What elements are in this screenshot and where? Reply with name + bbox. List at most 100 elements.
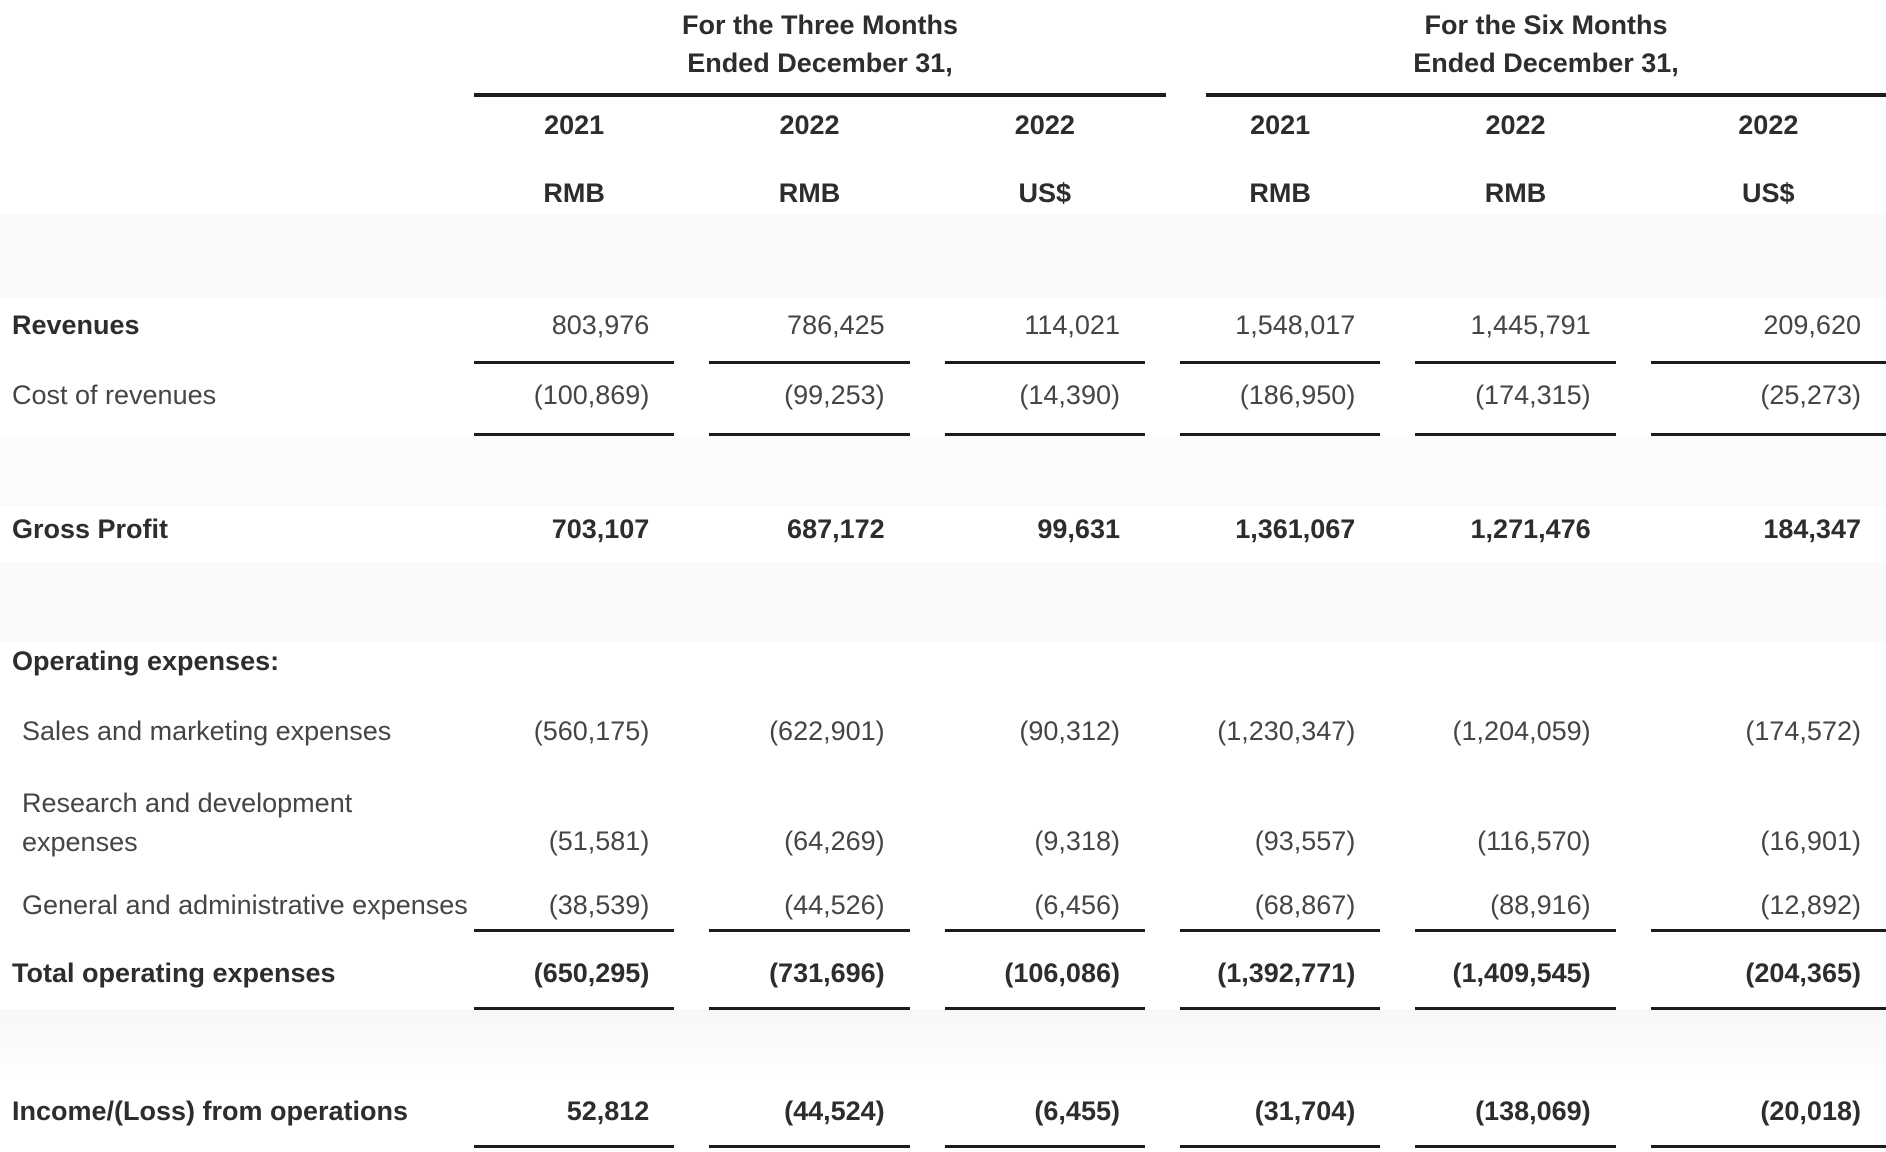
cell-value: 52,812 — [474, 1082, 709, 1148]
row-spacer — [0, 1010, 1886, 1082]
cell-value: (1,230,347) — [1217, 716, 1356, 746]
currency-header: RMB — [1484, 178, 1547, 208]
currency-header: RMB — [778, 178, 841, 208]
cell-value: (100,869) — [474, 364, 709, 436]
row-label: Total operating expenses — [12, 958, 336, 988]
currency-header: US$ — [1742, 178, 1795, 208]
cell-value: 803,976 — [474, 298, 709, 364]
cell-value: (186,950) — [1179, 364, 1415, 436]
row-label: Revenues — [12, 310, 140, 340]
cell-value: (12,892) — [1650, 868, 1886, 932]
table-row-sales-marketing: Sales and marketing expenses (560,175) (… — [0, 694, 1886, 758]
cell-value: 99,631 — [1037, 514, 1120, 544]
label-column-spacer — [0, 178, 474, 214]
currency-header: RMB — [1249, 178, 1311, 208]
table-row-total-operating-expenses: Total operating expenses (650,295) (731,… — [0, 932, 1886, 1010]
cell-empty — [945, 642, 1180, 694]
year-header: 2022 — [1738, 110, 1799, 140]
cell-value: (1,392,771) — [1179, 932, 1415, 1010]
cell-value: (93,557) — [1254, 826, 1356, 856]
cell-value: (44,526) — [709, 868, 944, 932]
cell-value: (31,704) — [1179, 1082, 1415, 1148]
cell-value: (138,069) — [1415, 1082, 1650, 1148]
cell-value: (16,901) — [1760, 826, 1861, 856]
table-row-general-administrative: General and administrative expenses (38,… — [0, 868, 1886, 932]
cell-value: (6,456) — [944, 868, 1180, 932]
cell-value: (51,581) — [548, 826, 650, 856]
cell-value: (99,253) — [709, 364, 944, 436]
row-spacer — [0, 436, 1886, 506]
row-spacer — [0, 562, 1886, 642]
cell-empty — [1415, 642, 1650, 694]
row-label-line2: expenses — [22, 827, 138, 857]
cell-value: (1,204,059) — [1452, 716, 1591, 746]
year-header: 2022 — [1014, 110, 1075, 140]
table-row-revenues: Revenues 803,976 786,425 114,021 1,548,0… — [0, 298, 1886, 364]
cell-value: (20,018) — [1650, 1082, 1886, 1148]
label-column-spacer — [0, 0, 474, 97]
currency-header: US$ — [1018, 178, 1072, 208]
cell-value: 703,107 — [551, 514, 650, 544]
cell-empty — [1651, 642, 1886, 694]
cell-value: 786,425 — [709, 298, 944, 364]
cell-value: (731,696) — [709, 932, 944, 1010]
table-row-cost-of-revenues: Cost of revenues (100,869) (99,253) (14,… — [0, 364, 1886, 436]
table-row-operating-expenses-header: Operating expenses: — [0, 642, 1886, 694]
cell-value: 1,361,067 — [1235, 514, 1356, 544]
row-spacer — [0, 214, 1886, 298]
cell-value: (6,455) — [944, 1082, 1180, 1148]
cell-value: (560,175) — [533, 716, 650, 746]
cell-value: 687,172 — [787, 514, 885, 544]
col-group-title-line1: For the Three Months — [682, 10, 958, 40]
col-group-title-line1: For the Six Months — [1424, 10, 1668, 40]
col-group-title-line2: Ended December 31, — [1413, 48, 1679, 78]
year-header: 2021 — [544, 110, 605, 140]
cell-value: (9,318) — [1034, 826, 1120, 856]
cell-value: (204,365) — [1650, 932, 1886, 1010]
table-row-gross-profit: Gross Profit 703,107 687,172 99,631 1,36… — [0, 506, 1886, 562]
cell-value: 184,347 — [1763, 514, 1861, 544]
row-label: Gross Profit — [12, 514, 169, 544]
col-group-title-line2: Ended December 31, — [687, 48, 953, 78]
cell-value: (25,273) — [1650, 364, 1886, 436]
cell-empty — [474, 642, 709, 694]
cell-value: (174,315) — [1415, 364, 1650, 436]
year-header: 2022 — [779, 110, 840, 140]
cell-value: (68,867) — [1179, 868, 1415, 932]
row-label: Cost of revenues — [12, 380, 217, 410]
cell-value: (116,570) — [1477, 826, 1591, 856]
cell-value: (106,086) — [944, 932, 1180, 1010]
cell-value: (1,409,545) — [1415, 932, 1650, 1010]
row-label: Research and development expenses — [0, 758, 474, 868]
cell-value: (650,295) — [474, 932, 709, 1010]
col-group-six-months: For the Six Months Ended December 31, — [1206, 0, 1886, 97]
year-header: 2022 — [1485, 110, 1546, 140]
currency-header: RMB — [543, 178, 605, 208]
cell-value: 114,021 — [944, 298, 1180, 364]
cell-empty — [709, 642, 944, 694]
column-group-header-row: For the Three Months Ended December 31, … — [0, 0, 1886, 97]
cell-value: (90,312) — [1019, 716, 1120, 746]
year-header-row: 2021 2022 2022 2021 2022 2022 — [0, 97, 1886, 152]
cell-value: (38,539) — [474, 868, 709, 932]
cell-empty — [1180, 642, 1415, 694]
row-label: Operating expenses: — [12, 646, 280, 676]
cell-value: 1,271,476 — [1470, 514, 1591, 544]
row-label-line1: Research and development — [22, 788, 353, 818]
row-label: Sales and marketing expenses — [22, 716, 392, 746]
cell-value: (88,916) — [1415, 868, 1650, 932]
column-group-gap — [1166, 0, 1206, 97]
year-header: 2021 — [1250, 110, 1311, 140]
row-label: Income/(Loss) from operations — [12, 1096, 409, 1126]
row-label: General and administrative expenses — [22, 890, 468, 920]
col-group-three-months: For the Three Months Ended December 31, — [474, 0, 1166, 97]
table-row-income-loss-from-operations: Income/(Loss) from operations 52,812 (44… — [0, 1082, 1886, 1148]
cell-value: 1,548,017 — [1179, 298, 1415, 364]
currency-header-row: RMB RMB US$ RMB RMB US$ — [0, 152, 1886, 214]
cell-value: (64,269) — [784, 826, 885, 856]
cell-value: 1,445,791 — [1415, 298, 1650, 364]
label-column-spacer — [0, 110, 474, 152]
table-row-research-development: Research and development expenses (51,58… — [0, 758, 1886, 868]
cell-value: (622,901) — [769, 716, 885, 746]
